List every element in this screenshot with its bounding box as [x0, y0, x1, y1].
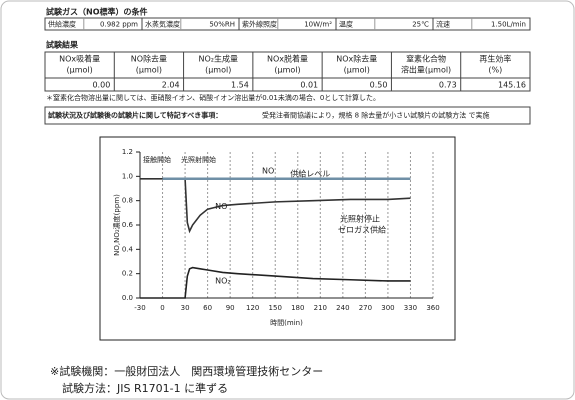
results-value: 1.54: [231, 81, 249, 90]
results-header: NOx吸着量: [59, 54, 100, 64]
condition-value: 1.50L/min: [491, 21, 526, 29]
x-tick-label: 360: [426, 304, 439, 312]
results-header: (μmol): [274, 66, 300, 75]
series-line: [140, 177, 411, 234]
condition-label: 流速: [436, 20, 450, 29]
results-value: 2.04: [162, 81, 180, 90]
y-tick-label: 0.2: [122, 270, 133, 278]
annotation: 接触開始: [143, 155, 171, 164]
annotation: NO: [262, 167, 274, 176]
conditions-row: [44, 17, 531, 31]
condition-label: 温度: [339, 20, 353, 29]
results-header: 再生効率: [479, 54, 511, 64]
results-header: (μmol): [344, 66, 370, 75]
condition-value: 25℃: [412, 21, 429, 29]
x-tick-label: 0: [160, 304, 164, 312]
results-value: 0.73: [439, 81, 457, 90]
results-header: (%): [488, 66, 502, 75]
x-tick-label: 60: [203, 304, 212, 312]
y-tick-label: 0.4: [122, 245, 134, 253]
x-tick-label: 300: [381, 304, 394, 312]
results-header: (μmol): [205, 66, 231, 75]
condition-label: 供給濃度: [48, 20, 76, 29]
condition-label: 水蒸気濃度: [145, 20, 180, 29]
results-header: 窒素化合物: [406, 54, 446, 64]
note: ＊窒素化合物溶出量に関しては、亜硝酸イオン、硝酸イオン溶出量が0.01未満の場合…: [46, 93, 380, 102]
condition-value: 50%RH: [209, 21, 235, 29]
x-tick-label: 120: [246, 304, 259, 312]
x-tick-label: 240: [336, 304, 349, 312]
results-title: 試験結果: [46, 40, 78, 50]
x-tick-label: 30: [181, 304, 190, 312]
series-line: [140, 266, 411, 299]
x-tick-label: 90: [226, 304, 235, 312]
condition-value: 10W/m²: [304, 21, 332, 29]
x-axis-label: 時間(min): [270, 319, 303, 327]
results-header: 溶出量(μmol): [401, 65, 451, 75]
footer-institution: ※試験機関：一般財団法人 関西環境管理技術センター: [50, 364, 323, 378]
results-header: NO₂生成量: [198, 54, 238, 64]
y-tick-label: 1.0: [122, 172, 133, 180]
y-tick-label: 0.0: [122, 294, 133, 302]
x-tick-label: -30: [134, 304, 145, 312]
results-header: NOx脱着量: [267, 54, 308, 64]
remarks-box: [44, 106, 531, 125]
footer-method: 試験方法：JIS R1701-1 に準ずる: [62, 381, 228, 395]
y-tick-label: 0.8: [122, 197, 133, 205]
series-label: NO₂: [215, 276, 231, 285]
conditions-title: 試験ガス（NO標準）の条件: [46, 7, 148, 17]
y-tick-label: 0.6: [122, 221, 134, 229]
x-tick-label: 210: [314, 304, 327, 312]
x-tick-label: 180: [291, 304, 304, 312]
annotation: 光照射停止: [340, 214, 380, 224]
results-value: 0.00: [92, 81, 110, 90]
annotation: 光照射開始: [181, 155, 216, 164]
remarks-label: 試験状況及び試験後の試験片に関して特記すべき事項：: [48, 111, 222, 120]
x-tick-label: 330: [404, 304, 417, 312]
y-tick-label: 1.2: [122, 148, 133, 156]
series-label: NO: [215, 202, 227, 211]
remarks-text: 受発注者間協議により，規格 8 除去量が小さい試験片の試験方法 で実施: [262, 111, 490, 120]
results-value: 0.50: [370, 81, 388, 90]
chart-frame: [99, 136, 456, 341]
condition-label: 紫外線照度: [242, 20, 277, 29]
condition-value: 0.982 ppm: [100, 21, 138, 29]
series-label: 供給レベル: [290, 168, 330, 178]
results-header: (μmol): [136, 66, 162, 75]
results-table: [44, 51, 531, 92]
results-header: (μmol): [67, 66, 93, 75]
x-tick-label: 270: [359, 304, 372, 312]
results-header: NO除去量: [131, 54, 167, 64]
y-axis-label: NO,NO₂濃度(ppm): [112, 194, 121, 256]
results-header: NOx除去量: [336, 54, 377, 64]
annotation: ゼロガス供給: [338, 225, 386, 235]
results-value: 0.01: [300, 81, 318, 90]
x-tick-label: 150: [269, 304, 282, 312]
results-value: 145.16: [498, 81, 526, 90]
